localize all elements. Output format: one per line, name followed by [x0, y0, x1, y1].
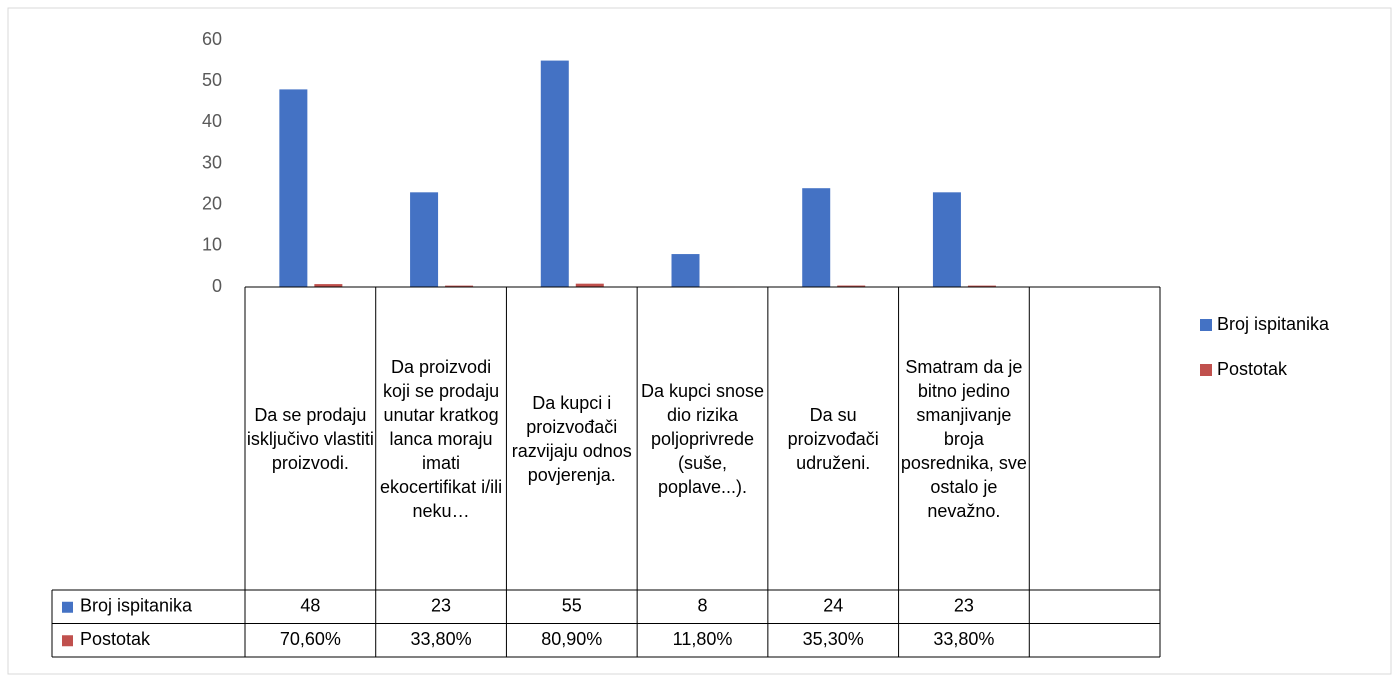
- table-legend-key: [62, 635, 73, 647]
- category-cell: Da se prodaju isključivo vlastiti proizv…: [246, 404, 374, 473]
- bar: [575, 283, 604, 287]
- table-value: 80,90%: [541, 629, 602, 649]
- legend-label: Broj ispitanika: [1217, 314, 1330, 334]
- bar: [314, 284, 343, 287]
- legend-label: Postotak: [1217, 359, 1288, 379]
- bar: [837, 285, 866, 287]
- table-value: 33,80%: [933, 629, 994, 649]
- table-legend-key: [62, 601, 73, 613]
- x-tick-label: Da su proizvođači udruženi.: [787, 404, 879, 473]
- table-value: 8: [697, 596, 707, 616]
- x-tick-label: Da kupci i proizvođači razvijaju odnos p…: [511, 392, 632, 485]
- table-value: 23: [954, 596, 974, 616]
- chart-frame: [7, 7, 1392, 675]
- x-tick-label: Da kupci snose dio rizika poljoprivrede …: [640, 380, 765, 497]
- category-cell: Smatram da je bitno jedino smanjivanje b…: [900, 356, 1027, 521]
- bar: [802, 188, 831, 287]
- category-cell: Da proizvodi koji se prodaju unutar krat…: [380, 356, 503, 521]
- table-value: 24: [823, 596, 843, 616]
- legend-key: [1200, 364, 1212, 376]
- bar: [932, 192, 961, 287]
- category-cell: Da su proizvođači udruženi.: [787, 404, 879, 473]
- y-tick-label: 20: [202, 193, 222, 213]
- table-value: 70,60%: [280, 629, 341, 649]
- category-cell: Da kupci snose dio rizika poljoprivrede …: [640, 380, 765, 497]
- x-tick-label: Da se prodaju isključivo vlastiti proizv…: [246, 404, 374, 473]
- table-value: 11,80%: [673, 629, 733, 649]
- y-tick-label: 0: [212, 276, 222, 296]
- table-value: 48: [300, 596, 320, 616]
- y-tick-label: 10: [202, 235, 222, 255]
- table-value: 55: [562, 596, 582, 616]
- bar: [671, 254, 700, 287]
- bar: [967, 285, 996, 287]
- legend-key: [1200, 319, 1212, 331]
- x-tick-label: Smatram da je bitno jedino smanjivanje b…: [900, 356, 1027, 521]
- table-value: 23: [431, 596, 451, 616]
- category-cell: Da kupci i proizvođači razvijaju odnos p…: [511, 392, 632, 485]
- bar: [410, 192, 439, 287]
- x-tick-label: Da proizvodi koji se prodaju unutar krat…: [380, 356, 503, 521]
- table-row-label: Broj ispitanika: [80, 596, 193, 616]
- y-tick-label: 50: [202, 70, 222, 90]
- y-tick-label: 40: [202, 111, 222, 131]
- y-tick-label: 60: [202, 29, 222, 49]
- bar: [540, 60, 569, 288]
- bar: [445, 285, 474, 287]
- y-tick-label: 30: [202, 152, 222, 172]
- table-value: 33,80%: [411, 629, 472, 649]
- bar: [279, 89, 308, 288]
- table-row-label: Postotak: [80, 629, 151, 649]
- table-value: 35,30%: [803, 629, 864, 649]
